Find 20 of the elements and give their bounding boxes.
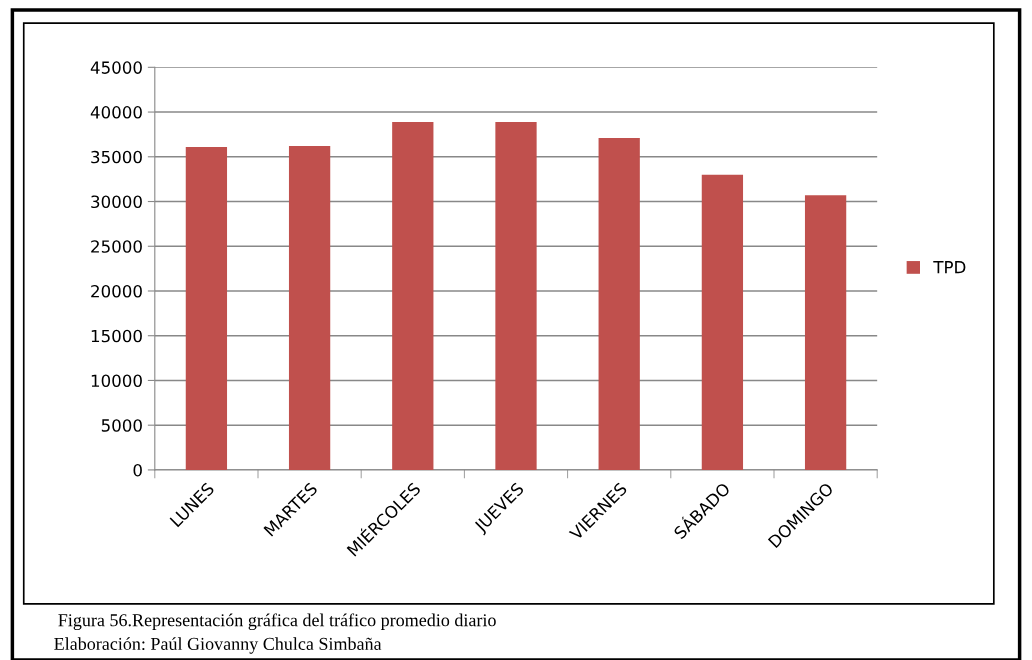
bar [495, 121, 537, 470]
y-tick-label: 15000 [91, 329, 142, 343]
bar [392, 121, 434, 470]
bar [598, 138, 640, 470]
bar [701, 174, 744, 470]
text: Elaboración: Paúl Giovanny Chulca Simbaña [54, 637, 382, 654]
y-tick-label: 10000 [91, 374, 142, 388]
legend-label: TPD [933, 261, 966, 274]
bar [288, 146, 331, 470]
text: Figura 56.Representación gráfica del tráfico promedio diario [58, 613, 496, 631]
y-tick-label: 35000 [91, 150, 142, 164]
bar [185, 146, 228, 470]
y-tick-label: 30000 [91, 195, 142, 209]
y-tick-label: 0 [133, 463, 142, 477]
y-tick-label: 25000 [91, 240, 142, 253]
y-tick-label: 5000 [101, 419, 142, 432]
y-tick-label: 40000 [90, 106, 142, 119]
y-tick-label: 45000 [90, 61, 142, 74]
bar [804, 195, 847, 470]
y-tick-label: 20000 [91, 284, 142, 298]
